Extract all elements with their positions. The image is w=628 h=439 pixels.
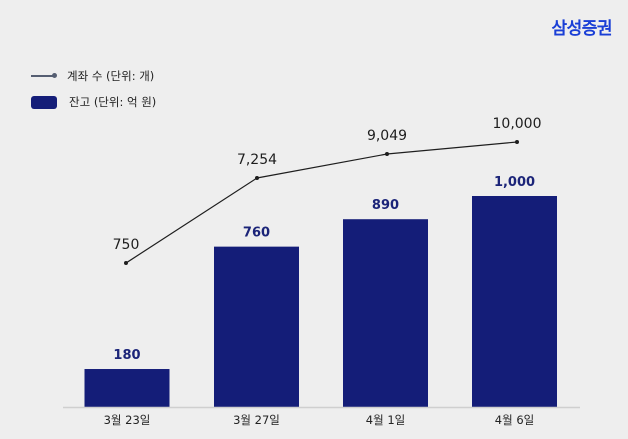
legend-item-balance: 잔고 (단위: 억 원) (31, 92, 156, 112)
line-value-label: 10,000 (493, 116, 542, 132)
line-value-label: 9,049 (367, 128, 407, 144)
bar (343, 219, 428, 407)
line-value-label: 750 (113, 237, 140, 253)
bar (472, 196, 557, 407)
line-point (385, 152, 389, 156)
legend: 계좌 수 (단위: 개) 잔고 (단위: 억 원) (31, 66, 156, 118)
brand-logo: 삼성증권 (551, 19, 612, 39)
bar-value-label: 180 (113, 348, 140, 363)
line-point (255, 176, 259, 180)
bars: 180 760 890 1,000 (84, 175, 557, 407)
bar-value-label: 760 (243, 226, 270, 241)
bar (84, 369, 170, 407)
accounts-line (125, 141, 518, 264)
line-value-label: 7,254 (237, 152, 277, 168)
line-marker-icon (31, 73, 57, 78)
legend-label-accounts: 계좌 수 (단위: 개) (67, 69, 155, 83)
x-ticks: 3월 23일 3월 27일 4월 1일 4월 6일 (104, 413, 535, 427)
legend-item-accounts: 계좌 수 (단위: 개) (31, 66, 156, 86)
bar-value-label: 890 (372, 198, 399, 213)
x-tick-label: 4월 1일 (366, 413, 405, 427)
bar (214, 246, 299, 407)
line-point (124, 261, 128, 265)
x-tick-label: 4월 6일 (495, 413, 534, 427)
line-points: 750 7,254 9,049 10,000 (113, 116, 542, 265)
line-point (515, 140, 519, 144)
x-tick-label: 3월 27일 (233, 413, 280, 427)
bar-swatch-icon (31, 95, 57, 109)
bar-value-label: 1,000 (494, 175, 535, 190)
legend-label-balance: 잔고 (단위: 억 원) (69, 95, 157, 109)
x-tick-label: 3월 23일 (104, 413, 151, 427)
